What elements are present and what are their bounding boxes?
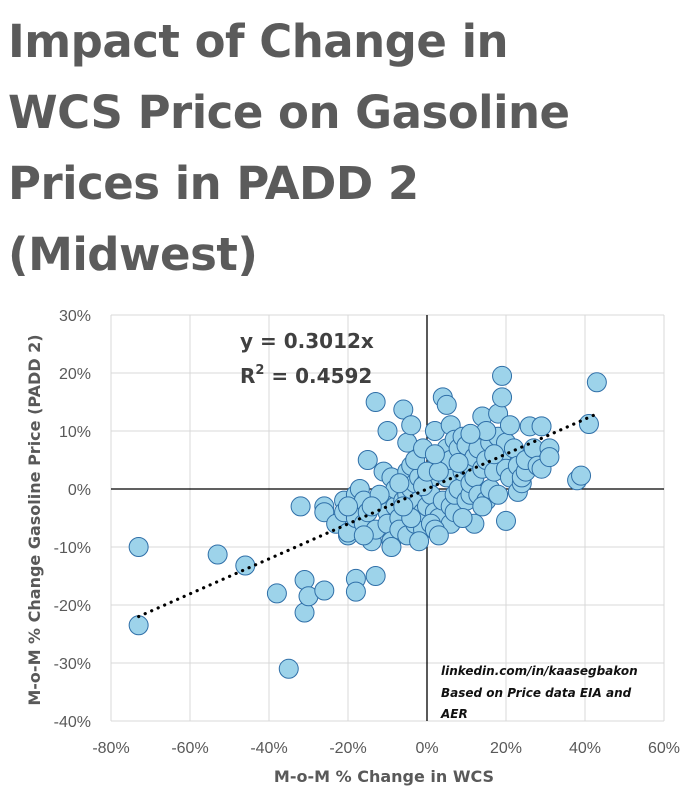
x-tick-label: 20%	[490, 740, 522, 757]
data-point	[499, 415, 520, 436]
x-tick-label: 0%	[415, 740, 438, 757]
tick-labels: -80% -60% -40% -20% 0% 20% 40% 60% 30% 20% 10% 0% -1…	[54, 308, 680, 757]
data-point	[586, 372, 607, 393]
title-line-3: Prices in PADD 2	[8, 157, 419, 210]
y-tick-label: -20%	[54, 598, 91, 615]
data-point	[353, 525, 374, 546]
credit-line-3: AER	[440, 707, 468, 721]
data-point	[381, 537, 402, 557]
y-axis-title: M-o-M % Change Gasoline Price (PADD 2)	[25, 334, 44, 705]
y-tick-label: -10%	[54, 540, 91, 557]
data-points	[128, 365, 607, 679]
data-point	[389, 473, 410, 494]
equation-label: y = 0.3012x	[240, 329, 374, 353]
data-point	[207, 544, 228, 565]
x-tick-label: 40%	[569, 740, 601, 757]
data-point	[428, 461, 449, 482]
data-point	[278, 658, 299, 679]
r-squared-label: R2 = 0.4592	[240, 363, 372, 388]
data-point	[448, 452, 469, 473]
data-point	[492, 387, 513, 408]
data-point	[424, 444, 445, 465]
data-point	[128, 615, 149, 636]
y-tick-label: 20%	[59, 366, 91, 383]
data-point	[492, 365, 513, 386]
y-tick-label: 10%	[59, 424, 91, 441]
credit-line-2: Based on Price data EIA and	[441, 686, 632, 700]
credit-line-1: linkedin.com/in/kaasegbakon	[441, 664, 638, 678]
x-tick-label: -20%	[329, 740, 366, 757]
x-tick-label: 60%	[648, 740, 680, 757]
y-tick-label: 30%	[59, 308, 91, 325]
data-point	[345, 581, 366, 602]
data-point	[314, 580, 335, 601]
data-point	[428, 525, 449, 546]
data-point	[235, 555, 256, 576]
data-point	[578, 414, 599, 435]
data-point	[365, 566, 386, 586]
y-tick-label: -30%	[54, 656, 91, 673]
data-point	[496, 510, 516, 531]
data-point	[452, 508, 473, 528]
data-point	[361, 496, 382, 517]
data-point	[409, 531, 430, 552]
y-tick-label: -40%	[54, 714, 91, 731]
x-axis-title: M-o-M % Change in WCS	[274, 767, 494, 786]
x-tick-label: -60%	[171, 740, 208, 757]
data-point	[365, 392, 386, 412]
data-point	[436, 394, 457, 415]
x-tick-label: -80%	[92, 740, 129, 757]
data-point	[571, 465, 592, 486]
trendline-path	[137, 412, 599, 619]
y-tick-label: 0%	[68, 482, 91, 499]
chart-title: Impact of Change in WCS Price on Gasolin…	[8, 6, 688, 290]
title-line-1: Impact of Change in	[8, 15, 509, 68]
data-point	[488, 484, 509, 505]
data-point	[338, 496, 358, 517]
data-point	[290, 496, 311, 517]
title-line-2: WCS Price on Gasoline	[8, 86, 570, 139]
data-point	[357, 450, 378, 470]
data-point	[393, 399, 414, 420]
data-point	[128, 537, 149, 557]
data-point	[266, 583, 287, 604]
data-point	[460, 423, 481, 444]
trendline	[137, 412, 599, 619]
data-point	[472, 496, 493, 517]
data-point	[377, 421, 398, 441]
data-point	[401, 415, 422, 436]
data-point	[393, 496, 414, 517]
x-tick-label: -40%	[250, 740, 287, 757]
data-point	[531, 416, 552, 437]
title-line-4: (Midwest)	[8, 228, 258, 281]
data-point	[484, 444, 505, 465]
data-point	[539, 447, 560, 468]
